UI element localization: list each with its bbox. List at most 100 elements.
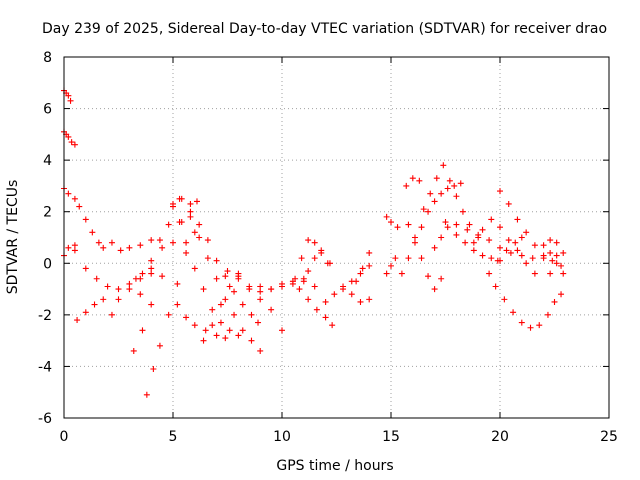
data-point bbox=[558, 262, 565, 269]
data-point bbox=[357, 298, 364, 305]
data-point bbox=[108, 239, 115, 246]
y-tick-label: -2 bbox=[38, 308, 52, 324]
data-point bbox=[409, 175, 416, 182]
data-point bbox=[494, 257, 501, 264]
data-point bbox=[191, 322, 198, 329]
data-point bbox=[217, 319, 224, 326]
x-tick-label: 20 bbox=[491, 429, 509, 445]
data-point bbox=[366, 249, 373, 256]
data-point bbox=[204, 255, 211, 262]
data-point bbox=[255, 319, 262, 326]
x-tick-label: 10 bbox=[273, 429, 291, 445]
data-point bbox=[366, 262, 373, 269]
data-point bbox=[126, 280, 133, 287]
data-point bbox=[93, 275, 100, 282]
data-point bbox=[183, 249, 190, 256]
data-point bbox=[388, 219, 394, 226]
data-point bbox=[486, 237, 493, 244]
y-axis-label: SDTVAR / TECUs bbox=[5, 180, 21, 295]
grid bbox=[64, 57, 609, 418]
data-point bbox=[71, 242, 78, 249]
data-point bbox=[202, 327, 209, 334]
data-point bbox=[416, 177, 423, 184]
data-point bbox=[322, 314, 329, 321]
data-point bbox=[217, 301, 224, 308]
data-point bbox=[523, 260, 530, 267]
data-point bbox=[523, 229, 530, 236]
data-point bbox=[257, 288, 264, 295]
data-point bbox=[65, 92, 72, 99]
data-point bbox=[558, 291, 565, 298]
data-point bbox=[257, 347, 264, 354]
data-point bbox=[560, 249, 567, 256]
data-point bbox=[178, 195, 185, 202]
data-point bbox=[226, 327, 233, 334]
data-point bbox=[527, 324, 534, 331]
data-point bbox=[148, 237, 155, 244]
data-point bbox=[183, 314, 190, 321]
data-point bbox=[322, 298, 329, 305]
data-point bbox=[174, 280, 181, 287]
data-point bbox=[170, 200, 176, 207]
data-point bbox=[444, 224, 451, 231]
y-tick-label: 6 bbox=[43, 102, 52, 118]
data-point bbox=[224, 268, 231, 275]
data-point bbox=[115, 286, 122, 293]
data-point bbox=[353, 278, 360, 285]
data-point bbox=[536, 322, 543, 329]
y-tick-label: 4 bbox=[43, 153, 52, 169]
data-point bbox=[547, 270, 554, 277]
data-point bbox=[311, 283, 318, 290]
x-tick-label: 0 bbox=[60, 429, 69, 445]
data-point bbox=[222, 296, 229, 303]
data-point bbox=[453, 231, 460, 238]
data-point bbox=[222, 335, 229, 342]
data-point bbox=[170, 239, 176, 246]
data-point bbox=[418, 224, 425, 231]
data-point bbox=[104, 283, 111, 290]
data-point bbox=[71, 195, 78, 202]
data-point bbox=[100, 244, 107, 251]
data-point bbox=[357, 270, 364, 277]
data-point bbox=[159, 244, 166, 251]
data-point bbox=[518, 234, 525, 241]
data-point bbox=[462, 239, 469, 246]
data-point bbox=[65, 244, 72, 251]
data-point bbox=[348, 291, 355, 298]
data-point bbox=[459, 208, 466, 215]
data-point bbox=[148, 301, 155, 308]
y-tick-label: 0 bbox=[43, 256, 52, 272]
data-point bbox=[159, 273, 166, 280]
data-point bbox=[560, 270, 567, 277]
data-point bbox=[518, 319, 525, 326]
data-point bbox=[529, 255, 536, 262]
data-point bbox=[311, 255, 318, 262]
data-point bbox=[246, 283, 253, 290]
data-point bbox=[405, 221, 412, 228]
data-point bbox=[200, 337, 207, 344]
data-point bbox=[418, 255, 425, 262]
data-point bbox=[505, 237, 512, 244]
data-point bbox=[187, 200, 194, 207]
data-point bbox=[126, 286, 133, 293]
data-point bbox=[65, 133, 72, 140]
data-point bbox=[488, 216, 495, 223]
data-point bbox=[226, 283, 233, 290]
data-point bbox=[466, 221, 473, 228]
data-point bbox=[193, 198, 200, 205]
data-point bbox=[392, 255, 399, 262]
data-point bbox=[165, 311, 172, 318]
y-tick-label: 2 bbox=[43, 205, 52, 221]
data-point bbox=[257, 283, 264, 290]
data-point bbox=[486, 270, 493, 277]
data-point bbox=[174, 301, 181, 308]
data-point bbox=[431, 198, 438, 205]
data-point bbox=[165, 221, 172, 228]
data-point bbox=[239, 327, 246, 334]
data-point bbox=[510, 309, 517, 316]
data-point bbox=[305, 237, 312, 244]
data-point bbox=[470, 239, 477, 246]
data-point bbox=[268, 286, 275, 293]
data-point bbox=[540, 252, 547, 259]
